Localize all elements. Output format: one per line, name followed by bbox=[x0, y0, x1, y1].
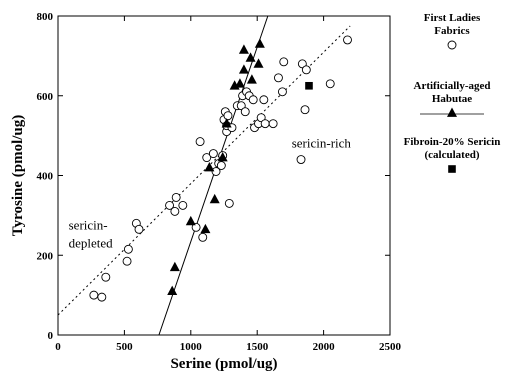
legend-marker-fabrics bbox=[447, 40, 457, 50]
data-point-habutae bbox=[200, 223, 211, 234]
data-point-habutae bbox=[185, 215, 196, 226]
x-tick-label: 2000 bbox=[313, 341, 336, 353]
data-point-fabrics bbox=[191, 222, 201, 232]
data-point-habutae bbox=[169, 261, 180, 272]
legend-marker-sericin bbox=[448, 165, 456, 173]
data-point-fabrics bbox=[195, 137, 205, 147]
x-tick-label: 0 bbox=[55, 341, 61, 353]
data-point-fabrics bbox=[101, 272, 111, 282]
y-tick-label: 400 bbox=[37, 171, 54, 183]
data-point-fabrics bbox=[165, 200, 175, 210]
data-point-habutae bbox=[253, 58, 264, 68]
y-axis-title: Tyrosine (pmol/ug) bbox=[10, 115, 26, 237]
fit-line-habutae bbox=[158, 16, 269, 335]
x-tick-label: 1500 bbox=[246, 341, 269, 353]
data-point-fabrics bbox=[216, 161, 226, 170]
data-point-fabrics bbox=[279, 57, 289, 67]
data-point-fabrics bbox=[296, 155, 306, 165]
data-point-fabrics bbox=[134, 224, 144, 234]
data-point-fabrics bbox=[259, 95, 269, 105]
data-point-habutae bbox=[254, 38, 265, 48]
data-point-fabrics bbox=[260, 119, 270, 129]
y-tick-label: 600 bbox=[37, 91, 54, 103]
data-point-habutae bbox=[167, 285, 178, 295]
annotation-sericin-rich: sericin-rich bbox=[292, 136, 352, 151]
legend-marker-habutae bbox=[447, 107, 457, 117]
data-point-fabrics bbox=[171, 192, 181, 202]
data-point-fabrics bbox=[343, 35, 352, 45]
data-point-fabrics bbox=[273, 73, 283, 83]
y-tick-label: 800 bbox=[37, 11, 54, 23]
data-point-habutae bbox=[245, 52, 256, 62]
data-point-fabrics bbox=[224, 198, 234, 208]
annotation-sericin-depleted-line1: sericin- bbox=[69, 217, 108, 232]
data-point-fabrics bbox=[170, 206, 180, 216]
data-point-habutae bbox=[209, 193, 220, 204]
plot-frame bbox=[57, 15, 391, 336]
data-point-fabrics bbox=[122, 256, 132, 266]
data-point-fabrics bbox=[89, 290, 99, 300]
x-tick-label: 2500 bbox=[379, 341, 402, 353]
data-point-fabrics bbox=[301, 65, 311, 75]
data-point-habutae bbox=[204, 162, 215, 172]
data-point-habutae bbox=[238, 44, 249, 54]
data-point-fabrics bbox=[211, 167, 221, 176]
data-point-fabrics bbox=[248, 95, 258, 105]
legend-label: Habutae bbox=[432, 93, 472, 105]
data-point-fabrics bbox=[97, 292, 107, 302]
data-point-fabrics bbox=[202, 153, 212, 163]
data-point-habutae bbox=[221, 118, 232, 128]
axis-layer: 0 500 1000 1500 2000 2500 0 200 400 600 800 bbox=[37, 11, 402, 353]
data-point-fabrics bbox=[277, 87, 287, 97]
annotation-sericin-depleted-line2: depleted bbox=[69, 235, 114, 250]
data-point-habutae bbox=[234, 78, 245, 88]
x-tick-label: 500 bbox=[116, 341, 133, 353]
data-point-fabrics bbox=[223, 111, 233, 121]
legend-label: Artificially-aged bbox=[414, 80, 491, 92]
y-tick-label: 0 bbox=[48, 330, 54, 342]
data-point-habutae bbox=[246, 74, 257, 84]
x-tick-label: 1000 bbox=[180, 341, 203, 353]
x-axis-title: Serine (pmol/ug) bbox=[170, 356, 277, 372]
legend-label: Fabrics bbox=[434, 25, 470, 37]
data-point-fabrics bbox=[198, 232, 208, 242]
y-tick-label: 200 bbox=[37, 250, 54, 262]
data-point-fabrics bbox=[325, 79, 335, 89]
data-point-fabrics bbox=[178, 200, 188, 210]
data-point-fabrics bbox=[240, 107, 250, 117]
legend-label: (calculated) bbox=[425, 149, 480, 161]
data-point-fabrics bbox=[123, 244, 133, 254]
data-point-habutae bbox=[217, 152, 228, 162]
data-point-habutae bbox=[238, 64, 249, 74]
legend-label: Fibroin-20% Sericin bbox=[404, 136, 501, 148]
data-point-fabrics bbox=[268, 119, 278, 129]
data-point-sericin bbox=[305, 81, 313, 90]
legend-label: First Ladies bbox=[424, 12, 481, 24]
data-point-fabrics bbox=[300, 105, 310, 115]
fit-line-fabrics bbox=[58, 25, 351, 316]
data-point-fabrics bbox=[208, 149, 218, 159]
plot-layer bbox=[58, 16, 352, 335]
